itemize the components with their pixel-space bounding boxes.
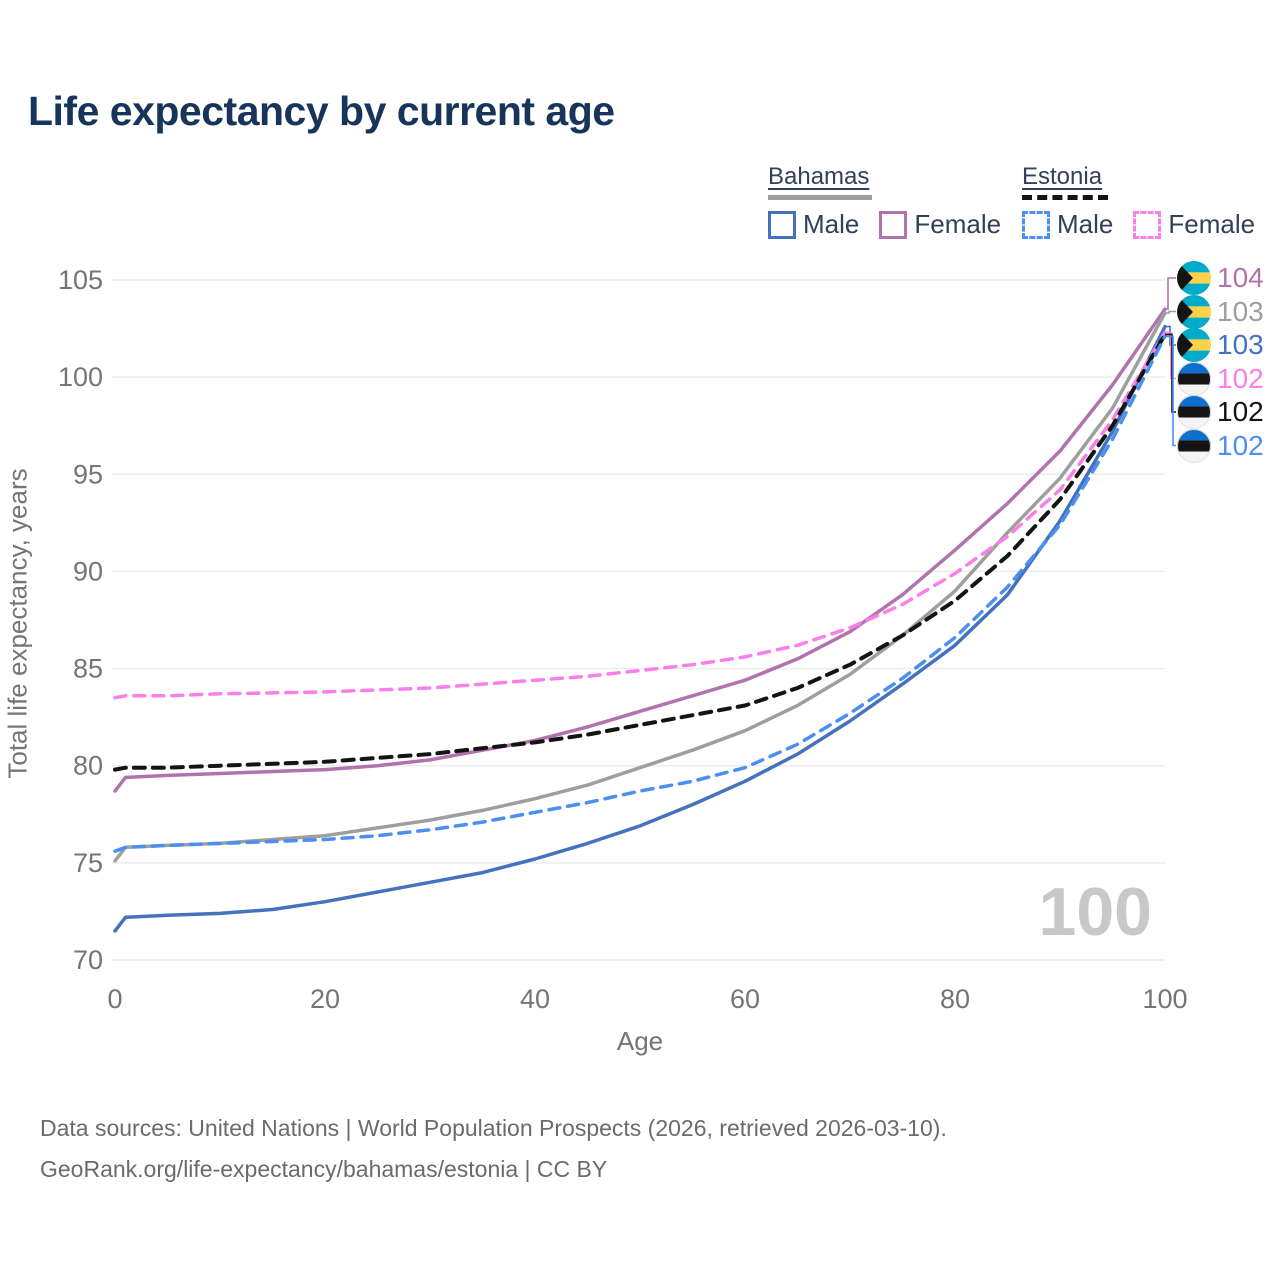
series-line-estonia-male[interactable] [113, 334, 1167, 853]
legend-item-bahamas-female[interactable]: Female [879, 209, 1001, 240]
x-tick-label: 100 [1142, 984, 1187, 1014]
estonia-flag [1177, 428, 1211, 463]
estonia-flag [1177, 361, 1211, 396]
legend-item-label: Female [914, 209, 1002, 239]
legend-swatch-estonia-male[interactable] [1022, 210, 1050, 239]
x-tick-label: 60 [730, 984, 760, 1014]
legend-item-label: Male [1057, 209, 1114, 239]
legend-item-estonia-male[interactable]: Male [1022, 209, 1113, 240]
legend-group-estonia: Estonia Male Female [1022, 163, 1275, 240]
end-label-value: 104 [1217, 262, 1264, 293]
y-tick-label: 100 [58, 362, 103, 392]
series-line-estonia-both-sexes[interactable] [113, 332, 1167, 772]
line-chart[interactable]: 70 75 80 85 90 95 100 105 0 20 40 60 80 100 [0, 0, 1280, 1080]
legend-line-sample-bahamas [768, 195, 872, 200]
y-tick-label: 80 [73, 751, 103, 781]
y-tick-label: 75 [73, 848, 103, 878]
series-line-estonia-female[interactable] [113, 330, 1167, 700]
footer: Data sources: United Nations | World Pop… [40, 1108, 947, 1190]
legend-swatch-estonia-female[interactable] [1133, 210, 1162, 239]
x-axis-title: Age [616, 1026, 664, 1056]
estonia-flag [1177, 395, 1211, 429]
end-label-estonia-female: 102 [1177, 361, 1264, 396]
y-tick-label: 90 [73, 556, 103, 586]
y-tick-label: 95 [73, 459, 103, 489]
series-line-bahamas-female[interactable] [113, 307, 1167, 793]
legend-heading-bahamas[interactable]: Bahamas [768, 163, 870, 190]
end-label-value: 102 [1217, 396, 1264, 427]
end-label-bahamas-male: 103 [1177, 328, 1264, 362]
end-label-estonia-both-sexes: 102 [1177, 395, 1264, 429]
end-label-value: 103 [1217, 295, 1264, 327]
legend-group-bahamas: Bahamas Male Female [768, 163, 1021, 240]
legend-item-estonia-female[interactable]: Female [1133, 209, 1255, 240]
end-label-value: 102 [1217, 429, 1264, 461]
bahamas-flag [1177, 294, 1211, 329]
y-axis-title: Total life expectancy, years [2, 468, 33, 779]
bahamas-flag [1177, 328, 1211, 362]
y-tick-label: 85 [73, 654, 103, 684]
legend-item-label: Male [803, 209, 860, 239]
legend-heading-estonia[interactable]: Estonia [1022, 163, 1103, 190]
x-tick-label: 40 [520, 984, 550, 1014]
end-label-value: 102 [1217, 362, 1264, 394]
x-tick-label: 20 [310, 984, 340, 1014]
legend-item-label: Female [1168, 209, 1256, 239]
legend-item-bahamas-male[interactable]: Male [768, 209, 859, 240]
legend-swatch-bahamas-female[interactable] [879, 210, 908, 239]
footer-link: GeoRank.org/life-expectancy/bahamas/esto… [40, 1156, 608, 1182]
bahamas-flag [1177, 261, 1211, 295]
end-label-bahamas-both-sexes: 103 [1177, 294, 1264, 329]
series-line-bahamas-male[interactable] [113, 324, 1167, 933]
legend-swatch-bahamas-male[interactable] [768, 210, 796, 239]
y-tick-label: 70 [73, 945, 103, 975]
end-label-value: 103 [1217, 329, 1264, 360]
x-tick-label: 0 [107, 984, 122, 1014]
end-label-bahamas-female: 104 [1177, 261, 1264, 295]
y-tick-label: 105 [58, 265, 103, 295]
age-indicator-watermark: 100 [1038, 874, 1152, 950]
legend-line-sample-estonia [1022, 195, 1108, 200]
page-title: Life expectancy by current age [28, 88, 615, 134]
end-label-estonia-male: 102 [1177, 428, 1264, 463]
x-tick-label: 80 [940, 984, 970, 1014]
footer-sources: Data sources: United Nations | World Pop… [40, 1115, 947, 1141]
